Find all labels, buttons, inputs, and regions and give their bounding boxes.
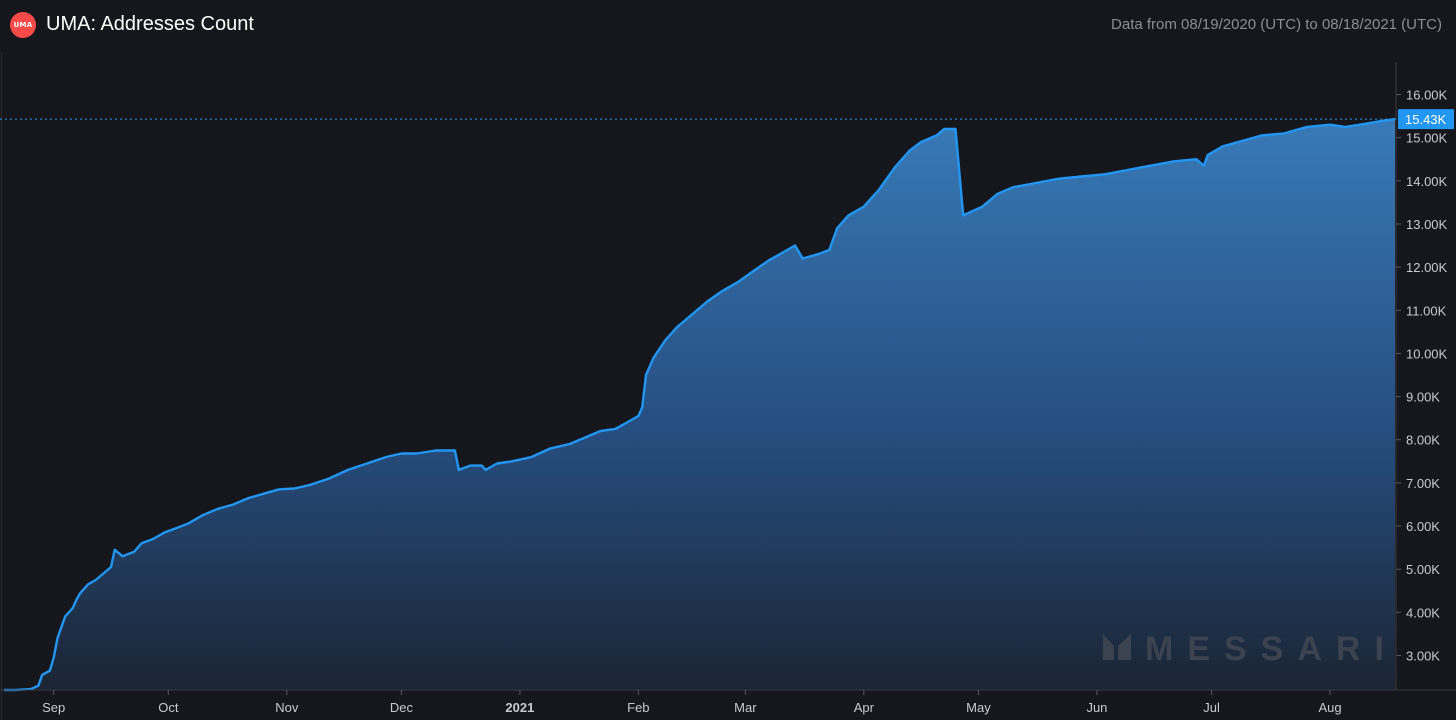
x-tick-label: Sep	[42, 700, 65, 715]
y-tick-label: 14.00K	[1406, 174, 1448, 189]
y-tick-label: 7.00K	[1406, 476, 1440, 491]
x-tick-label: Nov	[275, 700, 299, 715]
y-tick-label: 15.00K	[1406, 131, 1448, 146]
date-range-label: Data from 08/19/2020 (UTC) to 08/18/2021…	[1111, 16, 1442, 33]
messari-watermark: MESSARI	[1145, 630, 1398, 668]
x-tick-label: Aug	[1318, 700, 1341, 715]
series-area	[4, 119, 1395, 691]
last-value-label: 15.43K	[1405, 112, 1447, 127]
y-tick-label: 8.00K	[1406, 433, 1440, 448]
series-line	[4, 117, 1396, 692]
y-tick-label: 10.00K	[1406, 346, 1448, 361]
y-tick-label: 3.00K	[1406, 648, 1440, 663]
x-tick-label: Jun	[1086, 700, 1107, 715]
y-tick-label: 5.00K	[1406, 562, 1440, 577]
x-tick-label: 2021	[505, 700, 534, 715]
x-tick-label: May	[966, 700, 991, 715]
x-tick-label: Oct	[158, 700, 179, 715]
x-tick-label: Jul	[1203, 700, 1220, 715]
y-tick-label: 9.00K	[1406, 390, 1440, 405]
chart-header: UMA UMA: Addresses Count Data from 08/19…	[0, 0, 1456, 52]
y-tick-label: 4.00K	[1406, 605, 1440, 620]
chart-title: UMA: Addresses Count	[46, 13, 254, 35]
y-tick-label: 11.00K	[1406, 303, 1447, 318]
messari-logo-icon	[1103, 634, 1131, 660]
x-tick-label: Apr	[854, 700, 875, 715]
y-tick-label: 6.00K	[1406, 519, 1440, 534]
y-tick-label: 13.00K	[1406, 217, 1448, 232]
x-tick-label: Mar	[734, 700, 757, 715]
y-tick-label: 16.00K	[1406, 88, 1448, 103]
x-tick-label: Feb	[627, 700, 649, 715]
x-tick-label: Dec	[390, 700, 414, 715]
last-value-badge: 15.43K	[1398, 109, 1454, 130]
y-tick-label: 12.00K	[1406, 260, 1448, 275]
last-value-badge-bg	[1398, 109, 1454, 130]
left-border	[1, 52, 2, 720]
uma-logo-icon: UMA	[10, 12, 36, 38]
